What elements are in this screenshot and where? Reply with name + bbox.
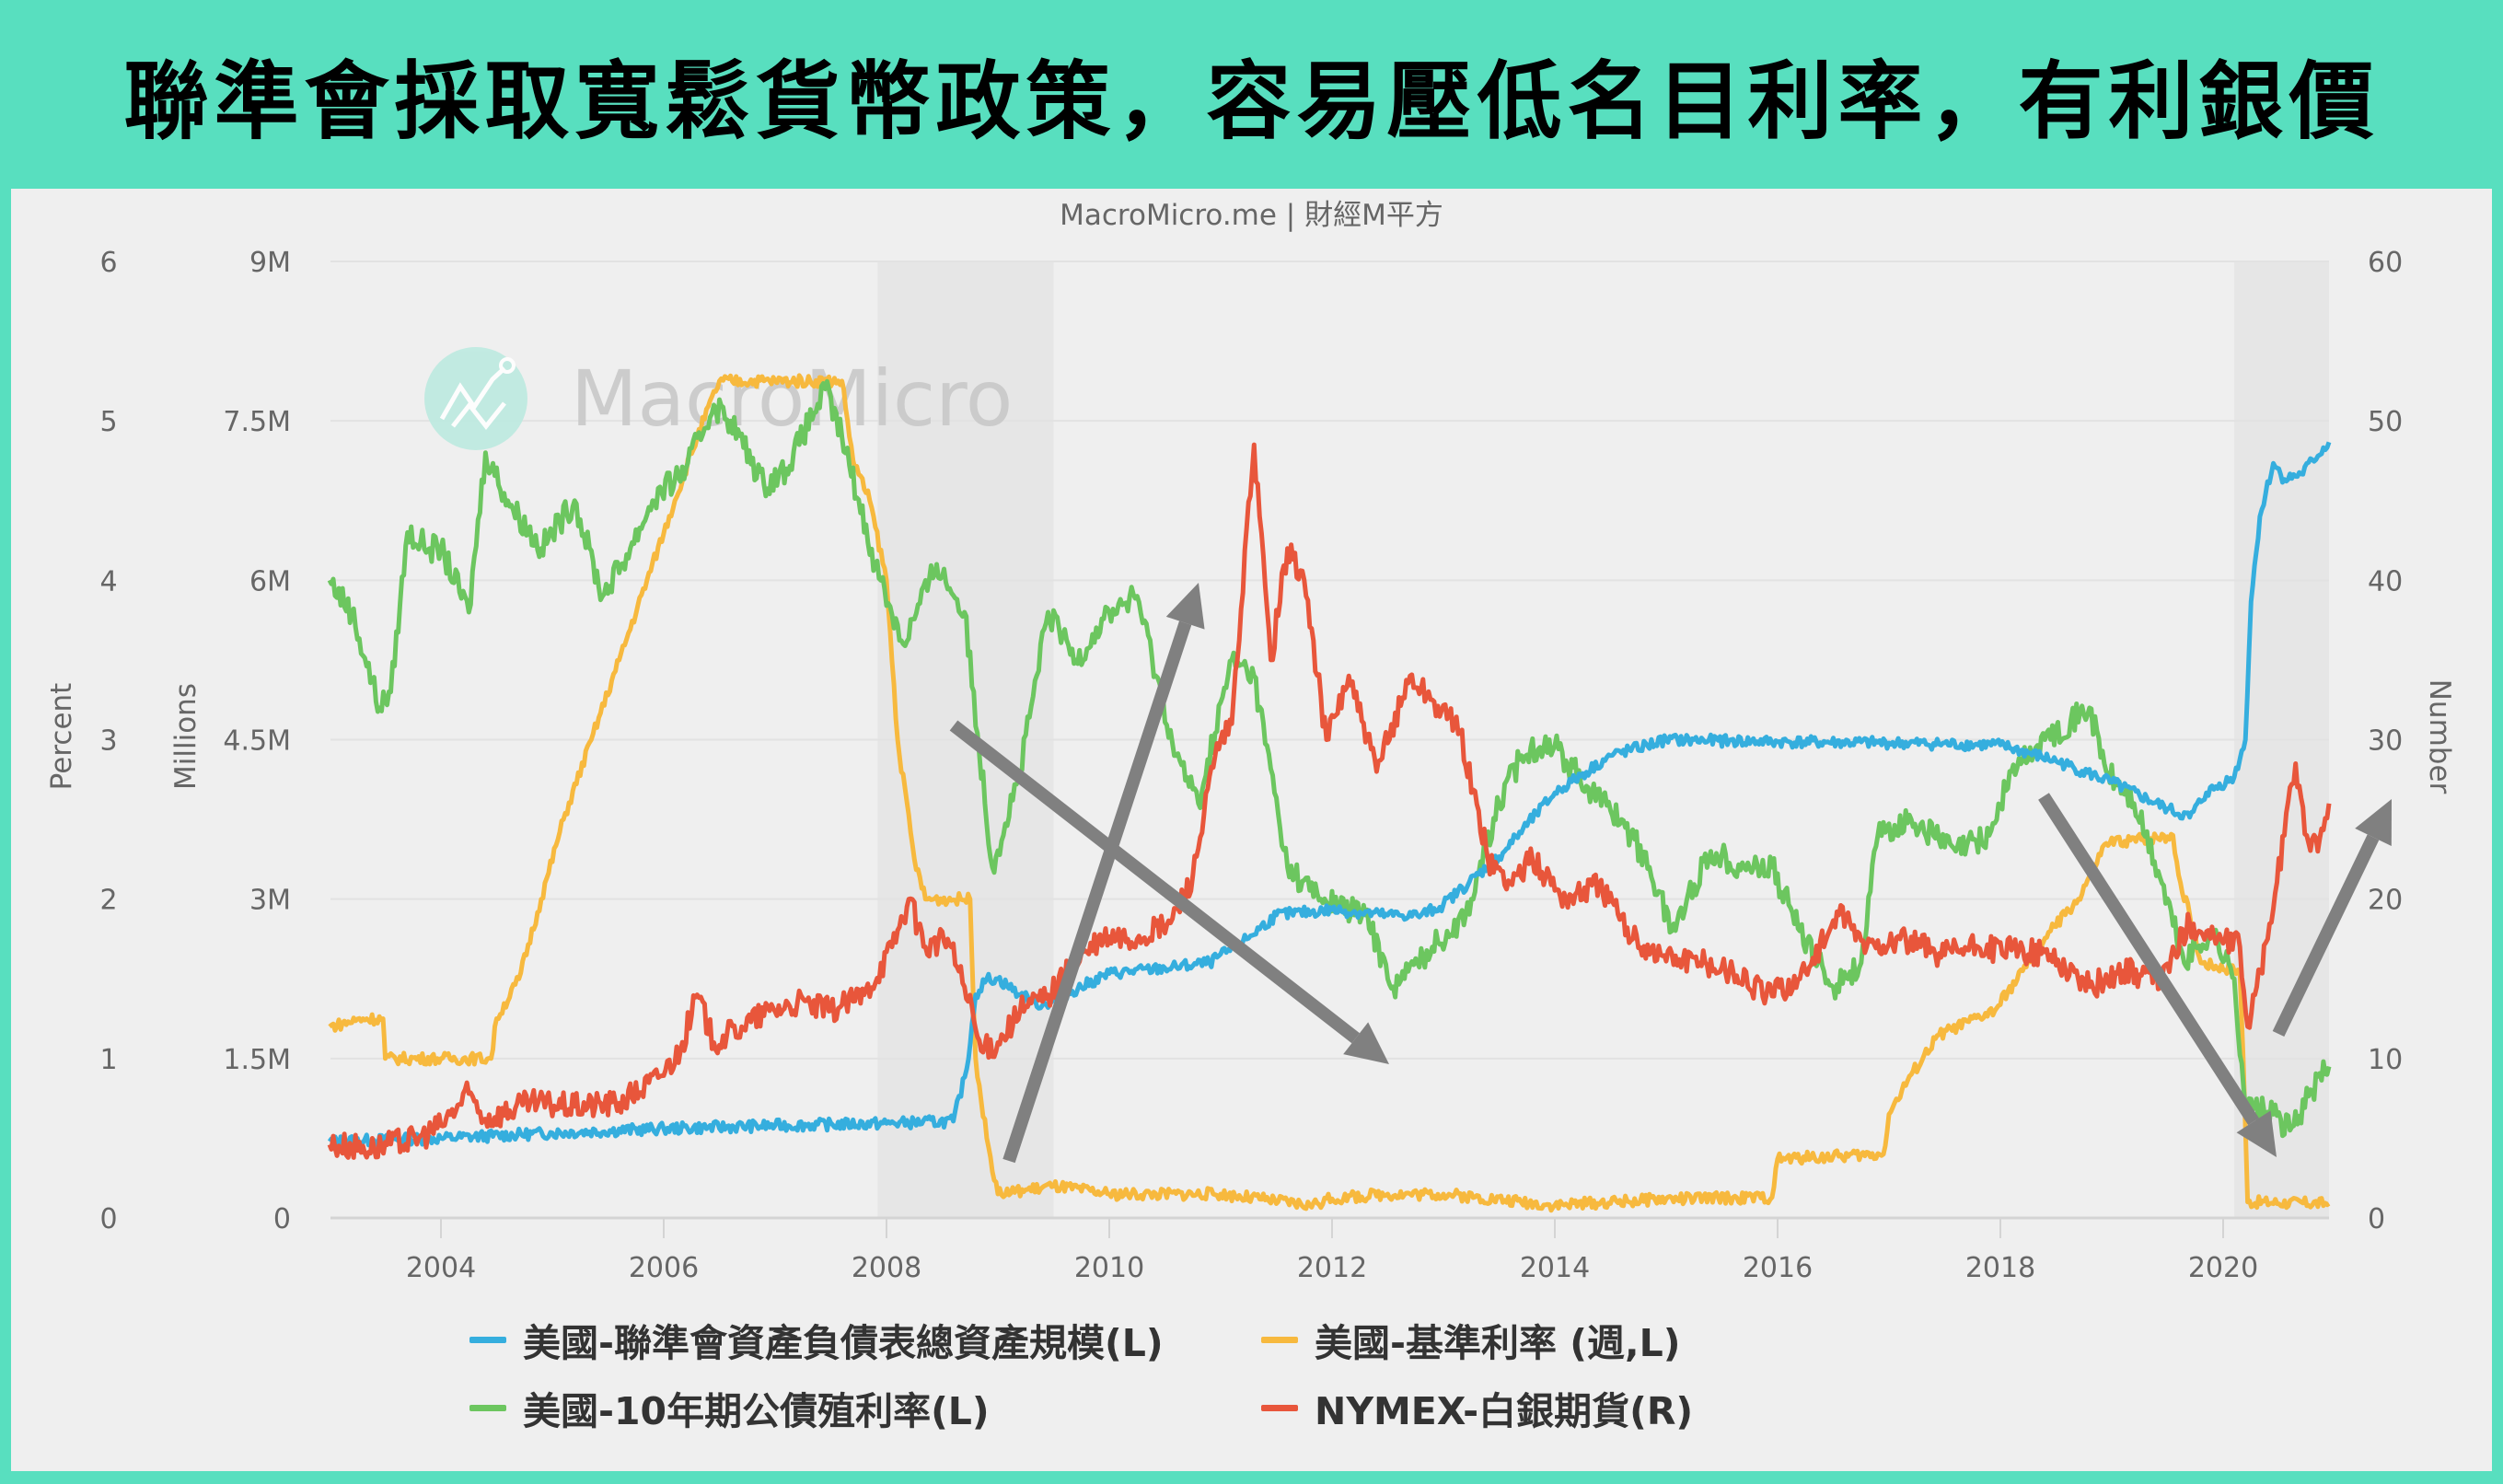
arrow-head-icon bbox=[1165, 583, 1205, 630]
x-tick-label: 2010 bbox=[1074, 1252, 1144, 1284]
y-axis-title-percent: Percent bbox=[45, 683, 78, 791]
arrow-head-icon bbox=[2355, 799, 2392, 846]
x-tick-label: 2016 bbox=[1743, 1252, 1813, 1284]
annotation-arrows bbox=[949, 583, 2392, 1164]
y-axis-title-millions: Millions bbox=[169, 683, 203, 790]
series-line bbox=[328, 373, 2331, 1213]
legend-swatch-icon bbox=[1261, 1336, 1298, 1343]
annotation-arrow-shaft bbox=[949, 720, 1360, 1044]
gridlines bbox=[330, 261, 2329, 1220]
y-tick-millions: 1.5M bbox=[223, 1044, 291, 1076]
legend-item-fed-balance-sheet[interactable]: 美國-聯準會資產負債表總資產規模(L) bbox=[469, 1312, 1261, 1367]
legend-label: NYMEX-白銀期貨(R) bbox=[1315, 1389, 1694, 1433]
y-tick-percent: 0 bbox=[99, 1203, 117, 1235]
y-axis-title-number: Number bbox=[2423, 679, 2456, 794]
y-tick-percent: 1 bbox=[99, 1044, 117, 1076]
y-tick-number: 50 bbox=[2368, 406, 2403, 438]
y-tick-millions: 3M bbox=[249, 885, 291, 917]
legend-item-fed-funds-rate[interactable]: 美國-基準利率 (週,L) bbox=[1261, 1312, 1814, 1367]
y-tick-number: 40 bbox=[2368, 565, 2403, 597]
watermark-text: MacroMicro bbox=[571, 354, 1013, 444]
headline-title: 聯準會採取寬鬆貨幣政策，容易壓低名目利率，有利銀價 bbox=[123, 52, 2380, 151]
y-tick-number: 60 bbox=[2368, 247, 2403, 279]
annotation-arrow-shaft bbox=[2038, 793, 2259, 1126]
legend-swatch-icon bbox=[1261, 1404, 1298, 1411]
legend-label: 美國-10年期公債殖利率(L) bbox=[523, 1389, 990, 1433]
annotation-arrow-shaft bbox=[2272, 834, 2380, 1038]
y-tick-millions: 4.5M bbox=[223, 725, 291, 758]
x-tick-label: 2020 bbox=[2188, 1252, 2258, 1284]
x-tick-label: 2008 bbox=[852, 1252, 921, 1284]
chart-source-credit: MacroMicro.me | 財經M平方 bbox=[1060, 199, 1443, 232]
legend-item-silver-futures[interactable]: NYMEX-白銀期貨(R) bbox=[1261, 1380, 1814, 1435]
y-tick-percent: 5 bbox=[99, 406, 117, 438]
series-lines bbox=[327, 373, 2332, 1213]
y-tick-percent: 3 bbox=[99, 725, 117, 758]
series-line bbox=[327, 441, 2332, 1149]
watermark-logo: MacroMicro bbox=[424, 347, 1013, 450]
x-tick-label: 2004 bbox=[406, 1252, 476, 1284]
y-tick-number: 20 bbox=[2368, 885, 2403, 917]
y-tick-millions: 7.5M bbox=[223, 406, 291, 438]
y-tick-percent: 6 bbox=[99, 247, 117, 279]
y-tick-millions: 9M bbox=[249, 247, 291, 279]
annotation-arrow-shaft bbox=[1002, 620, 1192, 1164]
y-tick-percent: 2 bbox=[99, 885, 117, 917]
axes: 0 0 0 1 1.5M 10 2 3M 20 3 4.5M 30 4 6M 40 5 7.5M 50 6 9M 60 P… bbox=[45, 247, 2456, 1284]
arrow-head-icon bbox=[2236, 1110, 2277, 1157]
x-tick-label: 2012 bbox=[1297, 1252, 1367, 1284]
legend-item-10y-yield[interactable]: 美國-10年期公債殖利率(L) bbox=[469, 1380, 1261, 1435]
legend-swatch-icon bbox=[469, 1336, 506, 1343]
watermark-chart-icon bbox=[439, 366, 506, 421]
y-tick-number: 0 bbox=[2368, 1203, 2385, 1235]
x-tick-label: 2014 bbox=[1520, 1252, 1590, 1284]
arrow-head-icon bbox=[1343, 1022, 1389, 1064]
legend-swatch-icon bbox=[469, 1404, 506, 1411]
y-tick-millions: 0 bbox=[273, 1203, 291, 1235]
legend-label: 美國-基準利率 (週,L) bbox=[1315, 1321, 1681, 1365]
y-tick-percent: 4 bbox=[99, 565, 117, 597]
legend-label: 美國-聯準會資產負債表總資產規模(L) bbox=[523, 1321, 1164, 1365]
x-tick-label: 2006 bbox=[629, 1252, 699, 1284]
y-tick-number: 30 bbox=[2368, 725, 2403, 758]
y-tick-number: 10 bbox=[2368, 1044, 2403, 1076]
x-tick-label: 2018 bbox=[1965, 1252, 2035, 1284]
series-line bbox=[327, 442, 2332, 1160]
y-tick-millions: 6M bbox=[249, 565, 291, 597]
legend: 美國-聯準會資產負債表總資產規模(L) 美國-基準利率 (週,L) 美國-10年… bbox=[469, 1312, 1850, 1435]
